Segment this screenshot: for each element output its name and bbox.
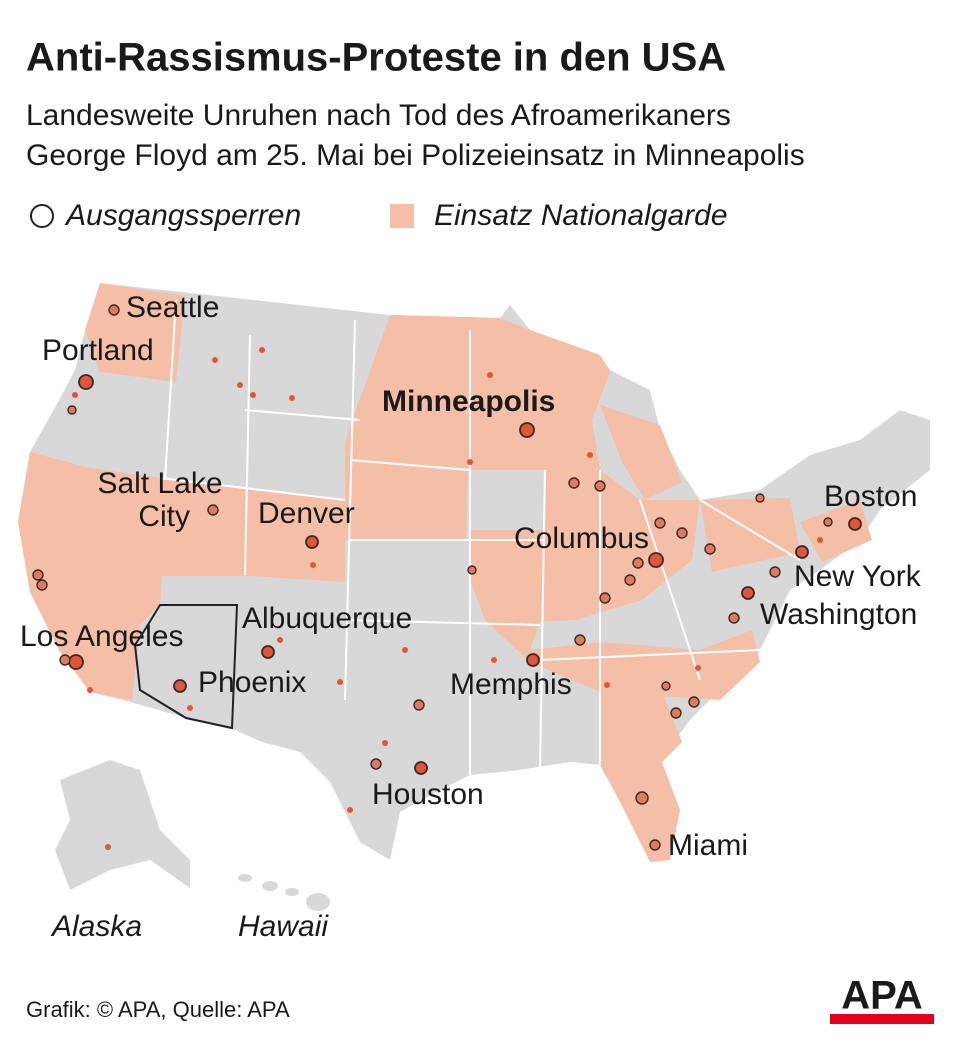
source: Grafik: © APA, Quelle: APA xyxy=(26,997,290,1022)
city-label: Washington xyxy=(760,598,917,631)
state-borders xyxy=(159,299,801,780)
city-label: Los Angeles xyxy=(20,620,183,653)
city-label: Houston xyxy=(372,778,484,811)
city-label: Minneapolis xyxy=(382,385,555,418)
city-label: City xyxy=(138,500,190,533)
city-labels: Seattle Portland Minneapolis Salt Lake C… xyxy=(20,291,922,943)
city-label: Albuquerque xyxy=(242,602,412,635)
hawaii xyxy=(238,874,330,911)
title: Anti-Rassismus-Proteste in den USA xyxy=(26,36,726,80)
legend-label: Ausgangssperren xyxy=(64,199,301,232)
legend-curfew-symbol xyxy=(30,204,54,228)
city-label: Columbus xyxy=(514,522,649,555)
city-label: Memphis xyxy=(450,668,572,701)
city-label: New York xyxy=(794,560,922,593)
city-label: Salt Lake xyxy=(97,467,222,500)
national-guard-states xyxy=(18,283,872,862)
subtitle-line: George Floyd am 25. Mai bei Polizeieinsa… xyxy=(26,139,805,172)
city-markers xyxy=(32,304,862,851)
inset-label: Alaska xyxy=(50,910,142,943)
inset-label: Hawaii xyxy=(238,910,329,943)
arizona-outline xyxy=(133,604,239,730)
logo-bar xyxy=(830,1014,934,1024)
logo: APA xyxy=(841,974,922,1018)
city-label: Denver xyxy=(258,497,355,530)
legend-guard-symbol xyxy=(390,204,414,228)
city-label: Miami xyxy=(668,829,748,862)
alaska xyxy=(55,760,190,890)
city-label: Portland xyxy=(42,334,154,367)
us-map xyxy=(18,283,930,911)
city-label: Boston xyxy=(824,480,917,513)
city-label: Phoenix xyxy=(198,666,306,699)
city-label: Seattle xyxy=(126,291,219,324)
legend-label: Einsatz Nationalgarde xyxy=(434,199,728,232)
subtitle-line: Landesweite Unruhen nach Tod des Afroame… xyxy=(26,99,731,132)
